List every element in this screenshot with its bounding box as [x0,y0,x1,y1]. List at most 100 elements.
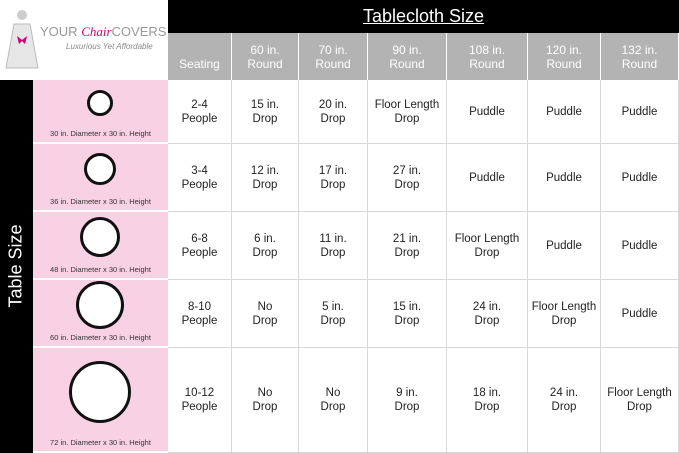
cell-line: Round [621,57,658,71]
table-cell: 6-8 People [168,212,232,280]
cell-line: 11 in. [319,232,347,245]
cell-line: Round [389,57,425,71]
table-cell: Puddle [447,80,528,144]
table-circle [84,153,116,185]
table-cell: No Drop [232,280,299,348]
table-circle [69,360,131,423]
brand: YOUR ChairCOVERS [40,24,166,40]
table-cell: Floor Length Drop [447,212,528,280]
cell-line: Seating [179,57,220,71]
table-cell: Puddle [601,280,679,348]
table-circle [76,281,124,329]
table-cell: 2-4 People [168,80,232,144]
header-cell: 60 in. Round [232,33,299,80]
cell-line: Drop [252,178,278,191]
table-cell: 9 in. Drop [368,348,447,453]
cell-line: Drop [551,314,577,327]
brand-part: YOUR [40,24,78,39]
table-cell: Puddle [528,144,601,212]
cell-line: 90 in. [392,43,422,57]
table-cell: Puddle [601,80,679,144]
cell-line: Drop [474,246,500,259]
cell-line: 9 in. [396,387,418,399]
cell-line: People [181,401,218,413]
table-cell: 15 in. Drop [368,280,447,348]
cell-line: Floor Length [607,387,672,399]
cell-line: Floor Length [531,300,597,313]
table-cell: Puddle [601,144,679,212]
cell-line: 6-8 [191,232,208,245]
table-cell: 10-12 People [168,348,232,453]
cell-line: People [181,112,218,125]
cell-line: Puddle [546,239,582,252]
cell-line: 20 in. [318,98,348,111]
cell-line: 15 in. [250,98,280,111]
table-cell: 6 in. Drop [232,212,299,280]
tagline: Luxurious Yet Affordable [66,42,153,51]
cell-line: 17 in. [318,164,348,177]
cell-line: Round [247,57,283,71]
cell-line: Puddle [621,171,658,184]
cell-line: People [181,246,218,259]
cell-line: Drop [394,112,420,125]
table-circle [80,217,120,257]
table-label: 36 in. Diameter x 30 in. Height [50,197,151,206]
table-cell: 3-4 People [168,144,232,212]
table-cell: 12 in. Drop [232,144,299,212]
table-label: 72 in. Diameter x 30 in. Height [50,438,151,447]
table-cell: Floor Length Drop [601,348,679,453]
cell-line: No [257,387,273,399]
cell-line: 2-4 [191,98,208,111]
cell-line: Drop [252,401,278,413]
table-cell: 20 in. Drop [299,80,368,144]
table-shape-cell: 30 in. Diameter x 30 in. Height [33,80,168,144]
cell-line: Puddle [546,105,582,118]
table-cell: Floor Length Drop [528,280,601,348]
cell-line: Drop [394,178,420,191]
table-cell: 27 in. Drop [368,144,447,212]
cell-line: 108 in. [468,43,506,57]
table-cell: Floor Length Drop [368,80,447,144]
header-cell: 120 in. Round [528,33,601,80]
table-cell: 24 in. Drop [528,348,601,453]
cell-line: Drop [394,401,420,413]
cell-line: Drop [320,112,346,125]
cell-line: 60 in. [250,43,280,57]
table-cell: Puddle [601,212,679,280]
table-cell: 5 in. Drop [299,280,368,348]
cell-line: Drop [627,401,652,413]
table-shape-cell: 48 in. Diameter x 30 in. Height [33,212,168,280]
cell-line: Drop [320,401,346,413]
header-cell: Seating [168,33,232,80]
cell-line: 132 in. [621,43,658,57]
table-cell: 17 in. Drop [299,144,368,212]
table-cell: Puddle [528,212,601,280]
cell-line: Puddle [469,171,505,184]
cell-line: Puddle [546,171,582,184]
header-cell: 132 in. Round [601,33,679,80]
brand-part: Chair [81,24,112,39]
table-cell: Puddle [528,80,601,144]
cell-line: No [325,387,341,399]
cell-line: 12 in. [250,164,280,177]
table-shape-cell: 36 in. Diameter x 30 in. Height [33,144,168,212]
cell-line: 24 in. [549,387,579,399]
cell-line: Drop [320,314,346,327]
brand-part: COVERS [111,24,167,39]
table-cell: 24 in. Drop [447,280,528,348]
cell-line: 18 in. [472,387,502,399]
table-circle [87,90,113,116]
cell-line: Drop [252,246,278,259]
cell-line: 10-12 [184,387,215,399]
cell-line: Floor Length [454,232,520,245]
cell-line: Puddle [621,239,658,252]
logo: YOUR ChairCOVERS Luxurious Yet Affordabl… [0,0,168,80]
cell-line: Drop [474,401,500,413]
cell-line: No [257,300,273,313]
table-label: 60 in. Diameter x 30 in. Height [50,333,151,342]
cell-line: 70 in. [318,43,348,57]
table-cell: 8-10 People [168,280,232,348]
cell-line: Drop [320,246,346,259]
row-title: Table Size [5,224,26,308]
